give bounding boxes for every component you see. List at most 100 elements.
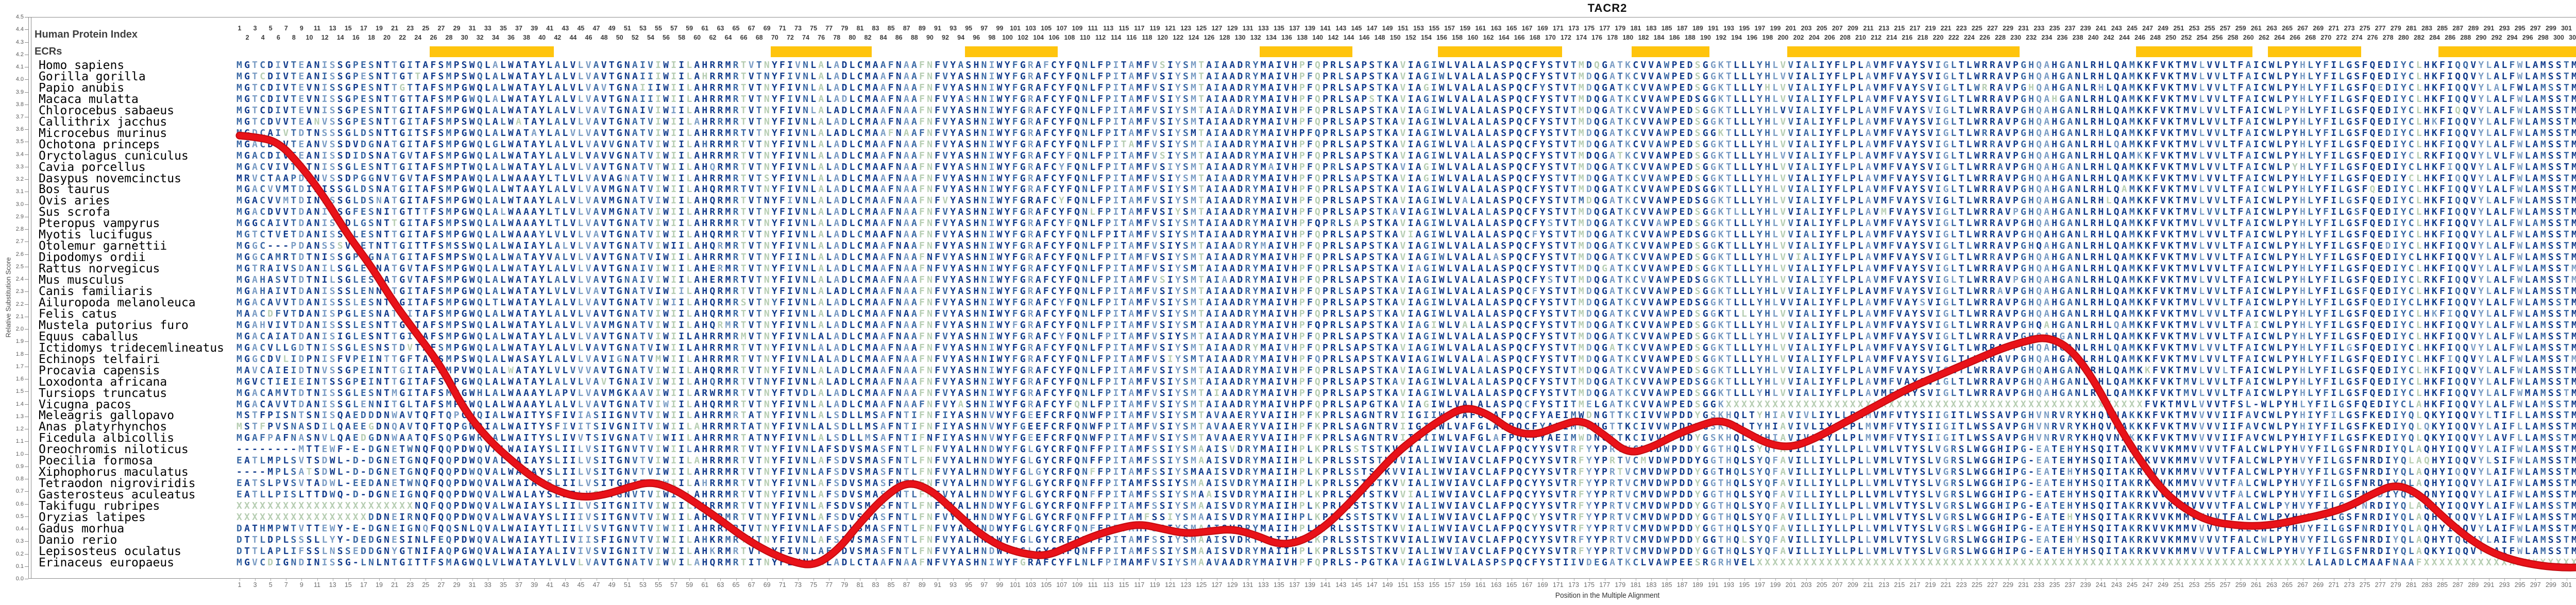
y-tick <box>25 554 28 555</box>
residue-run: I <box>655 93 664 105</box>
ruler-number: 136 <box>1281 34 1292 41</box>
residue-run: T <box>407 71 415 82</box>
residue-run: A <box>1128 71 1137 82</box>
ruler-number: 114 <box>1111 34 1122 41</box>
ruler-number: 135 <box>1273 25 1284 32</box>
residue-run: NT <box>376 93 392 105</box>
residue-run: H <box>2300 82 2308 93</box>
ruler-number: 89 <box>918 25 926 32</box>
y-tick <box>25 241 28 243</box>
residue-run: I <box>671 82 679 93</box>
residue-run: C <box>260 93 268 105</box>
y-tick-label: 1.7 <box>15 363 24 370</box>
residue-run: VTGN <box>601 60 632 71</box>
residue-run: V <box>1400 71 1408 82</box>
residue-run: A <box>818 71 826 82</box>
ruler-number: 90 <box>926 34 934 41</box>
residue-run: YL <box>2478 71 2494 82</box>
species-name: Microcebus murinus <box>39 126 167 140</box>
ruler-number: 295 <box>2514 25 2526 32</box>
residue-run: T <box>291 82 299 93</box>
ruler-number: 137 <box>1289 25 1300 32</box>
ruler-number: 108 <box>1064 34 1075 41</box>
residue-run: VN <box>306 82 322 93</box>
ruler-number: 242 <box>2103 34 2114 41</box>
residue-run: PES <box>352 60 377 71</box>
residue-run: AFCYFQ <box>1035 82 1082 93</box>
ruler-number: 229 <box>2003 25 2013 32</box>
ruler-number: 92 <box>942 34 949 41</box>
residue-run: E <box>298 71 307 82</box>
residue-run: A <box>834 60 842 71</box>
residue-run: F <box>2509 82 2517 93</box>
residue-run: E <box>298 60 307 71</box>
residue-run: NLR <box>2075 82 2098 93</box>
residue-run: C <box>1633 82 1641 93</box>
residue-run: M <box>1191 60 1199 71</box>
ruler-number: 235 <box>2049 25 2060 32</box>
residue-run: I <box>671 71 679 82</box>
residue-run: NLRHLQA <box>2075 71 2129 82</box>
residue-run: T <box>291 71 299 82</box>
residue-run: QA <box>2036 71 2052 82</box>
ruler-number: 35 <box>499 25 507 32</box>
ruler-number: 194 <box>1731 34 1742 41</box>
ruler-number: 204 <box>1808 34 1820 41</box>
ruler-number: 141 <box>1320 25 1331 32</box>
residue-run: WLVALALASPQCFYSTV <box>1438 60 1571 71</box>
residue-run: F <box>1889 71 1897 82</box>
species-name: Homo sapiens <box>39 59 125 72</box>
residue-run: LWATAYLALVL <box>500 82 586 93</box>
ruler-number: 102 <box>1018 34 1029 41</box>
residue-run: L <box>2308 60 2316 71</box>
species-name: Papio anubis <box>39 81 125 95</box>
residue-run: L <box>2199 60 2207 71</box>
ruler-number: 279 <box>2390 25 2401 32</box>
ruler-number: 44 <box>569 34 577 41</box>
y-tick <box>25 354 28 355</box>
ruler-number: 211 <box>1863 25 1874 32</box>
residue-run: TAFS <box>415 82 446 93</box>
residue-run: LV <box>578 71 594 82</box>
residue-run: V <box>283 71 291 82</box>
residue-run: Y <box>2315 82 2324 93</box>
residue-run: M <box>1578 71 1586 82</box>
residue-run: IW <box>655 82 671 93</box>
y-tick-label: 3.7 <box>15 114 24 120</box>
ruler-number: 297 <box>2530 25 2541 32</box>
ruler-number: 153 <box>1413 25 1424 32</box>
species-name: Anas platyrhynchos <box>39 420 167 434</box>
ruler-number: 110 <box>1079 34 1091 41</box>
ruler-number: 224 <box>1963 34 1975 41</box>
ruler-number: 183 <box>1646 25 1657 32</box>
ruler-number: 181 <box>1630 25 1641 32</box>
residue-run: GKT <box>1710 71 1734 82</box>
residue-run: S <box>1920 82 1928 93</box>
ruler-number: 218 <box>1917 34 1928 41</box>
y-tick-label: 0.6 <box>15 500 24 507</box>
y-tick-label: 1.3 <box>15 413 24 420</box>
residue-run: V <box>795 60 803 71</box>
ruler-number: 171 <box>1552 25 1564 32</box>
ruler-number: 61 <box>701 25 709 32</box>
ruler-number: 5 <box>268 25 273 32</box>
ruler-number: 34 <box>492 34 499 41</box>
ruler-number: 284 <box>2429 34 2441 41</box>
residue-run: A <box>593 82 601 93</box>
residue-run: M <box>446 93 454 105</box>
residue-run: N <box>895 60 904 71</box>
residue-run: S <box>1183 60 1191 71</box>
y-tick-label: 2.0 <box>15 326 24 333</box>
residue-run: L <box>2338 82 2347 93</box>
ruler-number: 253 <box>2189 25 2200 32</box>
residue-run: F <box>1307 60 1315 71</box>
residue-run: LV <box>578 60 594 71</box>
residue-run: GA <box>2059 60 2075 71</box>
ruler-number: 83 <box>872 25 879 32</box>
residue-run: Y <box>1175 71 1183 82</box>
residue-run: AII <box>632 93 656 105</box>
ruler-number: 293 <box>2499 25 2510 32</box>
ruler-number: 54 <box>647 34 654 41</box>
residue-run: A <box>1865 82 1873 93</box>
species-name: Danio rerio <box>39 533 117 547</box>
